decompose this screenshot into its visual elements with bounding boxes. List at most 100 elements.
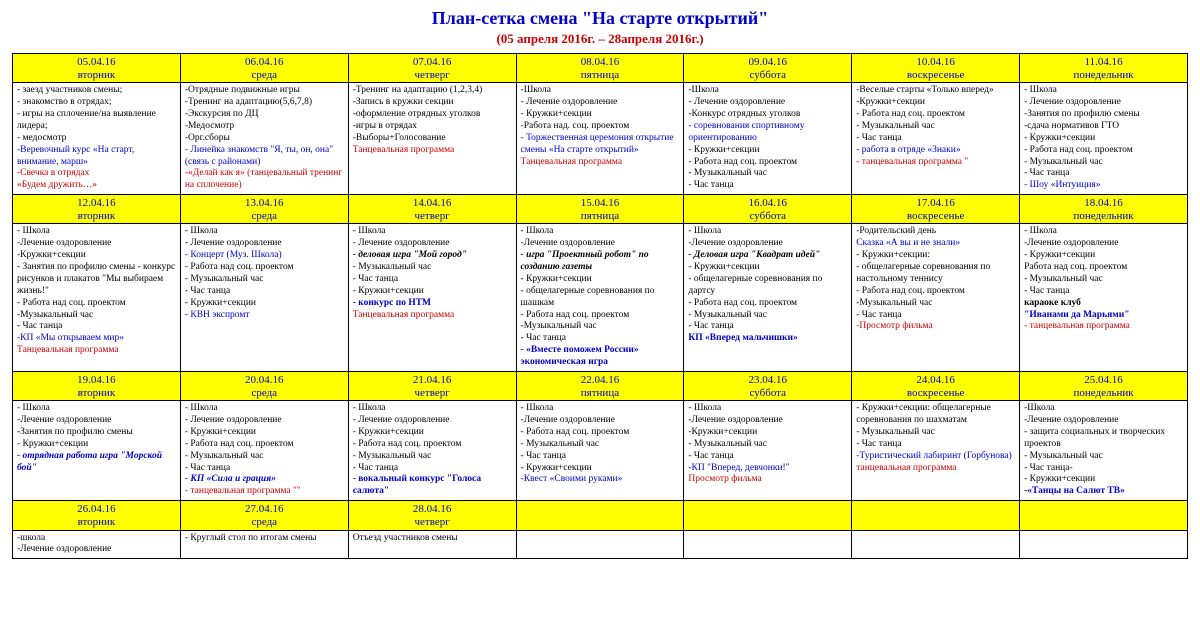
schedule-item: - Музыкальный час <box>688 439 847 451</box>
date-header: 17.04.16воскресенье <box>852 195 1020 224</box>
day-cell: - Школа- Лечение оздоровление- деловая и… <box>348 224 516 372</box>
schedule-item: -Лечение оздоровление <box>521 238 680 250</box>
schedule-item: - Занятия по профилю смены - конкурс рис… <box>17 262 176 298</box>
schedule-item: - Час танца <box>1024 168 1183 180</box>
schedule-item: Танцевальная программа <box>353 145 512 157</box>
schedule-item: - Час танца <box>688 451 847 463</box>
schedule-item: - медосмотр <box>17 133 176 145</box>
schedule-item: -Конкурс отрядных уголков <box>688 109 847 121</box>
schedule-item: -Тренинг на адаптацию(5,6,7,8) <box>185 97 344 109</box>
schedule-item: -Кружки+секции <box>17 250 176 262</box>
schedule-item: - Торжественная церемония открытие смены… <box>521 133 680 157</box>
date-header: 24.04.16воскресенье <box>852 371 1020 400</box>
schedule-item: - общелагерные соревнования по настольно… <box>856 262 1015 286</box>
schedule-item: - Час танца- <box>1024 463 1183 475</box>
schedule-item: - Школа <box>1024 226 1183 238</box>
schedule-item: -Работа над. соц. проектом <box>521 121 680 133</box>
schedule-item: Сказка «А вы и не знали» <box>856 238 1015 250</box>
schedule-item: Отъезд участников смены <box>353 533 512 545</box>
schedule-item: -«Танцы на Салют ТВ» <box>1024 486 1183 498</box>
day-cell: - Школа- Лечение оздоровление- Кружки+се… <box>180 401 348 501</box>
schedule-item: - защита социальных и творческих проекто… <box>1024 427 1183 451</box>
schedule-item: -Лечение оздоровление <box>17 544 176 556</box>
date-header: 22.04.16пятница <box>516 371 684 400</box>
date-header: 26.04.16вторник <box>13 501 181 530</box>
schedule-item: - Музыкальный час <box>353 262 512 274</box>
schedule-item: - Работа над соц. проектом <box>688 157 847 169</box>
date-header: 16.04.16суббота <box>684 195 852 224</box>
schedule-item: -Кружки+секции <box>856 97 1015 109</box>
schedule-item: -Веселые старты «Только вперед» <box>856 85 1015 97</box>
schedule-item: - Работа над соц. проектом <box>521 310 680 322</box>
schedule-item: - Час танца <box>185 286 344 298</box>
date-header <box>684 501 852 530</box>
schedule-item: -Тренинг на адаптацию (1,2,3,4) <box>353 85 512 97</box>
date-header: 14.04.16четверг <box>348 195 516 224</box>
schedule-item: - Работа над соц. проектом <box>185 439 344 451</box>
schedule-item: - работа в отряде «Знаки» <box>856 145 1015 157</box>
day-cell <box>852 530 1020 559</box>
schedule-item: - Кружки+секции <box>1024 133 1183 145</box>
schedule-item: - Музыкальный час <box>521 439 680 451</box>
date-header: 09.04.16суббота <box>684 54 852 83</box>
schedule-item: караоке клуб <box>1024 298 1183 310</box>
schedule-item: -Лечение оздоровление <box>17 415 176 427</box>
date-header <box>852 501 1020 530</box>
schedule-item: - Кружки+секции <box>17 439 176 451</box>
schedule-item: - соревнования спортивному ориентировани… <box>688 121 847 145</box>
day-cell: - Школа-Лечение оздоровление- Работа над… <box>516 401 684 501</box>
schedule-item: -Занятия по профилю смены <box>17 427 176 439</box>
schedule-item: - Кружки+секции <box>353 427 512 439</box>
schedule-item: - Шоу «Интуиция» <box>1024 180 1183 192</box>
schedule-item: Работа над соц. проектом <box>1024 262 1183 274</box>
schedule-item: - Школа <box>688 226 847 238</box>
schedule-item: -Выборы+Голосование <box>353 133 512 145</box>
schedule-item: - Час танца <box>521 451 680 463</box>
schedule-item: - Кружки+секции <box>1024 250 1183 262</box>
schedule-item: - игра "Проектный робот" по созданию газ… <box>521 250 680 274</box>
schedule-item: -Лечение оздоровление <box>688 415 847 427</box>
day-cell <box>1020 530 1188 559</box>
schedule-item: - Музыкальный час <box>185 451 344 463</box>
schedule-item: -Лечение оздоровление <box>1024 238 1183 250</box>
schedule-item: - Кружки+секции <box>688 262 847 274</box>
schedule-item: - деловая игра "Мой город" <box>353 250 512 262</box>
day-cell: - Школа- Лечение оздоровление- Концерт (… <box>180 224 348 372</box>
schedule-item: - Музыкальный час <box>1024 157 1183 169</box>
date-header: 07.04.16четверг <box>348 54 516 83</box>
schedule-item: -Музыкальный час <box>856 298 1015 310</box>
schedule-item: - Час танца <box>17 321 176 333</box>
schedule-item: - Кружки+секции <box>353 286 512 298</box>
schedule-item: - Работа над соц. проектом <box>521 427 680 439</box>
schedule-item: - общелагерные соревнования по шашкам <box>521 286 680 310</box>
schedule-item: - Кружки+секции <box>1024 474 1183 486</box>
schedule-item: -КП «Мы открываем мир» <box>17 333 176 345</box>
schedule-item: - Кружки+секции <box>521 109 680 121</box>
schedule-item: "Иванами да Марьями" <box>1024 310 1183 322</box>
day-cell: - Школа-Лечение оздоровление - игра "Про… <box>516 224 684 372</box>
schedule-item: - Музыкальный час <box>688 168 847 180</box>
schedule-item: -Школа <box>688 85 847 97</box>
schedule-item: - Работа над соц. проектом <box>185 262 344 274</box>
schedule-item: «Будем дружить…» <box>17 180 176 192</box>
schedule-item: - Час танца <box>1024 286 1183 298</box>
date-header: 08.04.16пятница <box>516 54 684 83</box>
schedule-item: - Кружки+секции <box>185 427 344 439</box>
date-header: 15.04.16пятница <box>516 195 684 224</box>
schedule-item: - Кружки+секции <box>521 274 680 286</box>
day-cell <box>684 530 852 559</box>
date-header: 20.04.16среда <box>180 371 348 400</box>
date-header <box>516 501 684 530</box>
day-cell: - Школа- Лечение оздоровление-Занятия по… <box>1020 83 1188 195</box>
schedule-item: -Кружки+секции <box>688 427 847 439</box>
schedule-item: - Школа <box>17 403 176 415</box>
schedule-item: Танцевальная программа <box>17 345 176 357</box>
schedule-item: - знакомство в отрядах; <box>17 97 176 109</box>
schedule-item: - Кружки+секции: общелагерные соревнован… <box>856 403 1015 427</box>
schedule-item: - КП «Сила и грация» <box>185 474 344 486</box>
schedule-item: - Работа над соц. проектом <box>856 286 1015 298</box>
schedule-item: -Экскурсия по ДЦ <box>185 109 344 121</box>
day-cell: -Родительский деньСказка «А вы и не знал… <box>852 224 1020 372</box>
schedule-item: - Школа <box>17 226 176 238</box>
schedule-item: -Свечка в отрядах <box>17 168 176 180</box>
